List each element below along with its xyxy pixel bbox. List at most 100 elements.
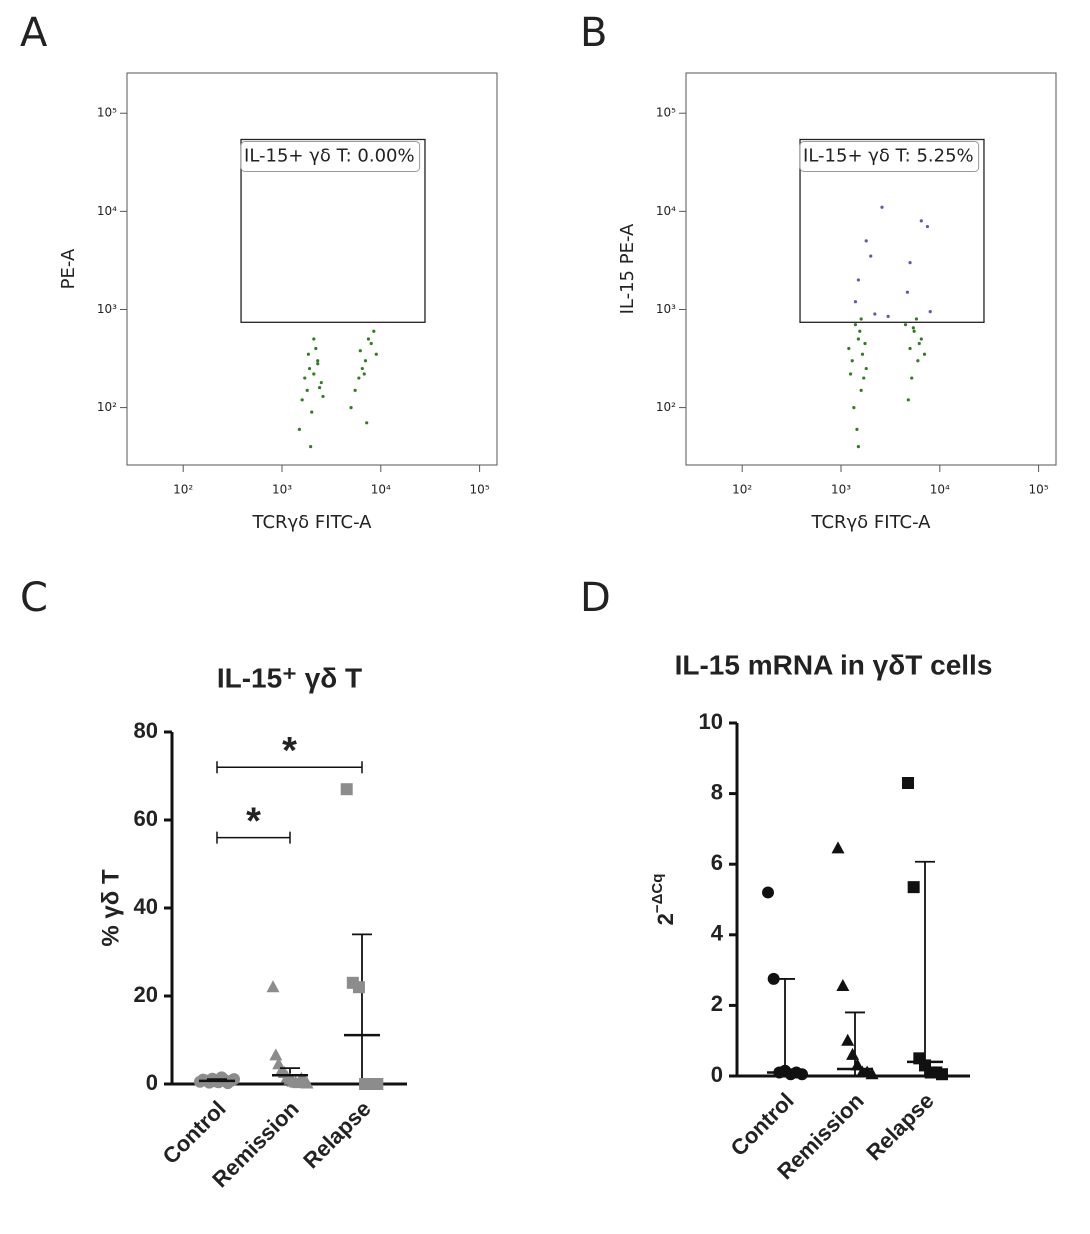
event-dot <box>372 329 376 333</box>
event-dot <box>852 405 856 410</box>
significance-label: * <box>246 801 261 843</box>
event-dot <box>848 372 853 376</box>
event-dot <box>916 359 920 363</box>
data-point <box>796 1068 808 1081</box>
y-tick-label: 4 <box>711 921 724 946</box>
data-point <box>352 981 365 994</box>
plot-frame <box>685 72 1057 466</box>
y-tick-label: 2 <box>711 991 723 1016</box>
event-dot <box>908 261 912 265</box>
event-dot <box>863 341 867 346</box>
significance-label: * <box>282 730 297 772</box>
data-point <box>846 1047 860 1060</box>
event-dot <box>856 337 860 341</box>
event-dot <box>309 445 313 449</box>
event-dot <box>316 359 320 363</box>
panel-label: C <box>20 575 48 621</box>
event-dot <box>358 349 362 353</box>
event-dot <box>306 352 310 356</box>
event-dot <box>856 278 860 282</box>
event-dot <box>363 359 368 363</box>
event-dot <box>912 329 916 333</box>
data-point <box>300 1076 314 1089</box>
y-tick-label: 0 <box>711 1062 723 1087</box>
x-axis-label: TCRγδ FITC-A <box>811 512 932 533</box>
y-axis-label: IL-15 PE-A <box>617 223 638 314</box>
gate-label: IL-15+ γδ T: 5.25% <box>803 145 974 166</box>
event-dot <box>862 376 866 380</box>
data-point <box>865 1067 879 1080</box>
y-axis-label-sup: −ΔCq <box>649 874 666 914</box>
event-dot <box>880 205 884 209</box>
y-axis-label: PE-A <box>58 248 79 289</box>
event-dot <box>303 376 307 380</box>
event-dot <box>869 254 873 258</box>
x-tick-label: 10⁴ <box>371 483 391 497</box>
significance-bracket <box>216 831 291 844</box>
data-point <box>767 972 780 985</box>
x-tick-label: 10³ <box>272 483 292 497</box>
event-dot <box>860 352 865 356</box>
x-tick-label: 10³ <box>831 483 851 497</box>
event-dot <box>919 337 923 341</box>
event-dot <box>910 376 914 380</box>
data-point <box>831 841 845 854</box>
event-dot <box>297 427 301 431</box>
data-point <box>907 881 920 894</box>
event-dot <box>859 388 863 392</box>
event-dot <box>856 445 860 449</box>
y-tick-label: 8 <box>711 779 723 804</box>
event-dot <box>853 300 858 304</box>
data-point <box>266 980 280 993</box>
event-dot <box>312 337 316 341</box>
event-dot <box>305 388 309 392</box>
event-dot <box>316 362 320 366</box>
event-dot <box>911 326 915 330</box>
x-tick-label: 10⁴ <box>930 483 950 497</box>
y-tick-label: 10⁵ <box>97 106 117 120</box>
x-tick-label: Relapse <box>861 1088 938 1165</box>
event-dot <box>321 394 325 399</box>
event-dot <box>925 224 930 229</box>
y-axis-label: 2−ΔCq <box>649 874 678 926</box>
y-tick-label: 10 <box>699 709 723 734</box>
data-point <box>902 777 914 790</box>
event-dot <box>919 219 923 223</box>
event-dot <box>859 317 863 321</box>
y-tick-label: 10² <box>656 400 676 414</box>
y-tick-label: 6 <box>711 850 723 875</box>
event-dot <box>374 352 378 356</box>
y-tick-label: 0 <box>146 1070 158 1095</box>
panel-label: B <box>580 10 607 56</box>
x-tick-label: 10⁵ <box>470 483 490 497</box>
event-dot <box>873 312 877 316</box>
event-dot <box>886 314 890 318</box>
x-axis-label: TCRγδ FITC-A <box>252 512 373 533</box>
data-point <box>841 1033 855 1046</box>
x-tick-label: Relapse <box>298 1096 375 1173</box>
event-dot <box>366 337 371 341</box>
event-dot <box>905 290 909 294</box>
event-dot <box>864 239 868 243</box>
event-dot <box>319 380 323 385</box>
y-tick-label: 10² <box>97 400 117 414</box>
y-axis-label-base: 2 <box>653 913 678 925</box>
x-tick-label: 10⁵ <box>1029 483 1049 497</box>
event-dot <box>858 329 862 333</box>
event-dot <box>917 341 921 346</box>
gate-label: IL-15+ γδ T: 0.00% <box>244 145 415 166</box>
data-point <box>340 783 353 796</box>
event-dot <box>864 366 868 371</box>
y-axis-label: % γδ T <box>97 869 124 947</box>
event-dot <box>353 388 357 392</box>
clipped-errors <box>784 861 926 1076</box>
data-point <box>762 886 774 899</box>
x-tick-label: 10² <box>732 483 752 497</box>
event-dot <box>307 366 312 371</box>
x-tick-label: Control <box>158 1096 231 1169</box>
event-dot <box>855 427 859 431</box>
event-dot <box>357 376 361 380</box>
significance-bracket <box>216 761 363 774</box>
event-dot <box>908 346 912 351</box>
